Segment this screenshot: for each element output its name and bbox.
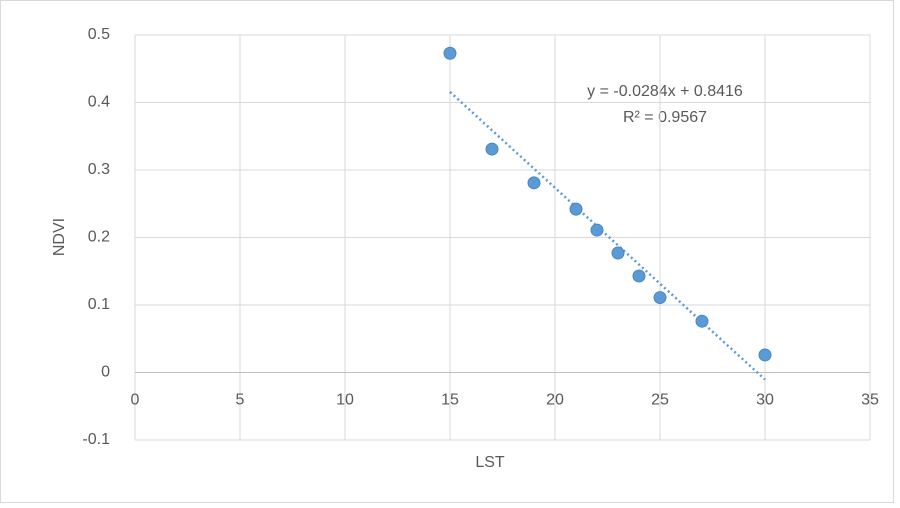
x-tick-label: 35 xyxy=(861,392,879,409)
trend-equation: y = -0.0284x + 0.8416 xyxy=(587,83,743,100)
point xyxy=(527,176,541,190)
point xyxy=(653,291,667,305)
x-tick-label: 0 xyxy=(131,392,140,409)
point xyxy=(611,246,625,260)
x-tick-label: 25 xyxy=(651,392,669,409)
point xyxy=(443,46,457,60)
x-tick-label: 30 xyxy=(756,392,774,409)
x-tick-label: 15 xyxy=(441,392,459,409)
x-tick-label: 5 xyxy=(236,392,245,409)
y-tick-label: 0.5 xyxy=(88,26,110,43)
point xyxy=(695,314,709,328)
y-tick-label: 0.2 xyxy=(88,229,110,246)
point xyxy=(485,142,499,156)
y-tick-label: 0.1 xyxy=(88,296,110,313)
point xyxy=(632,269,646,283)
x-axis-label: LST xyxy=(475,454,505,471)
point xyxy=(569,202,583,216)
y-tick-label: 0.3 xyxy=(88,161,110,178)
trend-r-squared: R² = 0.9567 xyxy=(623,109,707,126)
point xyxy=(590,223,604,237)
x-tick-label: 20 xyxy=(546,392,564,409)
y-tick-label: 0 xyxy=(101,364,110,381)
trendline xyxy=(449,91,766,381)
x-tick-label: 10 xyxy=(336,392,354,409)
point xyxy=(758,348,772,362)
y-tick-label: -0.1 xyxy=(82,431,110,448)
y-tick-label: 0.4 xyxy=(88,94,110,111)
y-axis-label: NDVI xyxy=(51,218,68,256)
